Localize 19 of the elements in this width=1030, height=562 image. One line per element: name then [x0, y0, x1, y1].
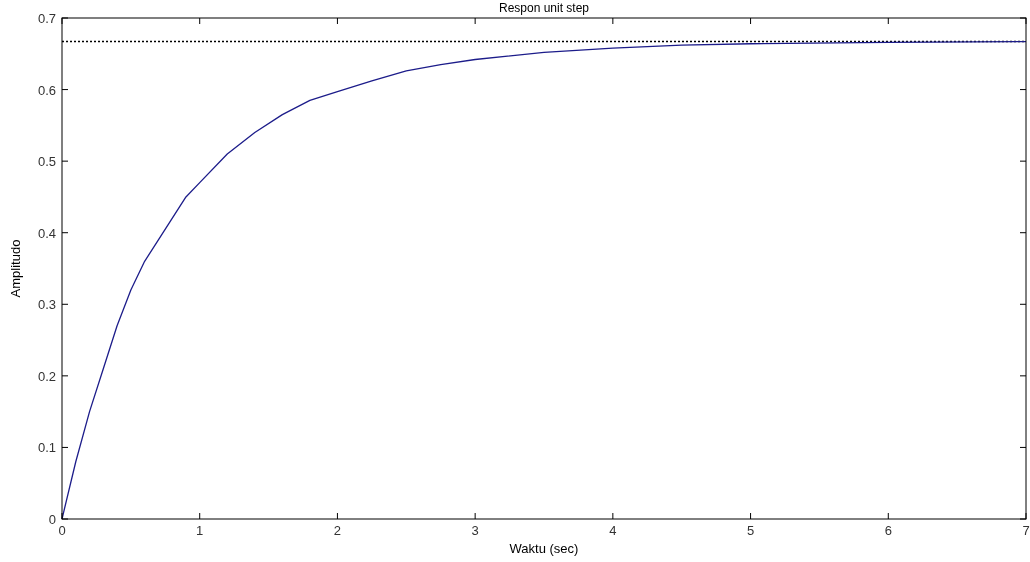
x-tick-label: 1: [196, 523, 204, 538]
y-tick-label: 0.2: [37, 368, 56, 384]
y-tick-label: 0.3: [37, 297, 56, 313]
y-tick-label: 0.7: [37, 11, 56, 26]
x-tick-label: 5: [746, 523, 755, 538]
x-axis-title: Waktu (sec): [509, 541, 579, 556]
y-tick-label: 0.4: [37, 225, 56, 241]
x-tick-label: 6: [884, 523, 892, 538]
y-tick-label: 0.6: [37, 82, 56, 98]
y-tick-label: 0: [48, 512, 56, 527]
x-tick-label: 7: [1022, 523, 1030, 538]
x-tick-label: 4: [609, 523, 617, 538]
x-tick-label: 2: [333, 523, 342, 538]
y-tick-label: 0.1: [37, 440, 56, 456]
x-tick-label: 0: [58, 523, 66, 538]
chart-title: Respon unit step: [498, 1, 590, 15]
x-tick-label: 3: [471, 523, 479, 538]
y-axis-title: Amplitudo: [8, 239, 23, 298]
y-tick-label: 0.5: [37, 154, 56, 170]
